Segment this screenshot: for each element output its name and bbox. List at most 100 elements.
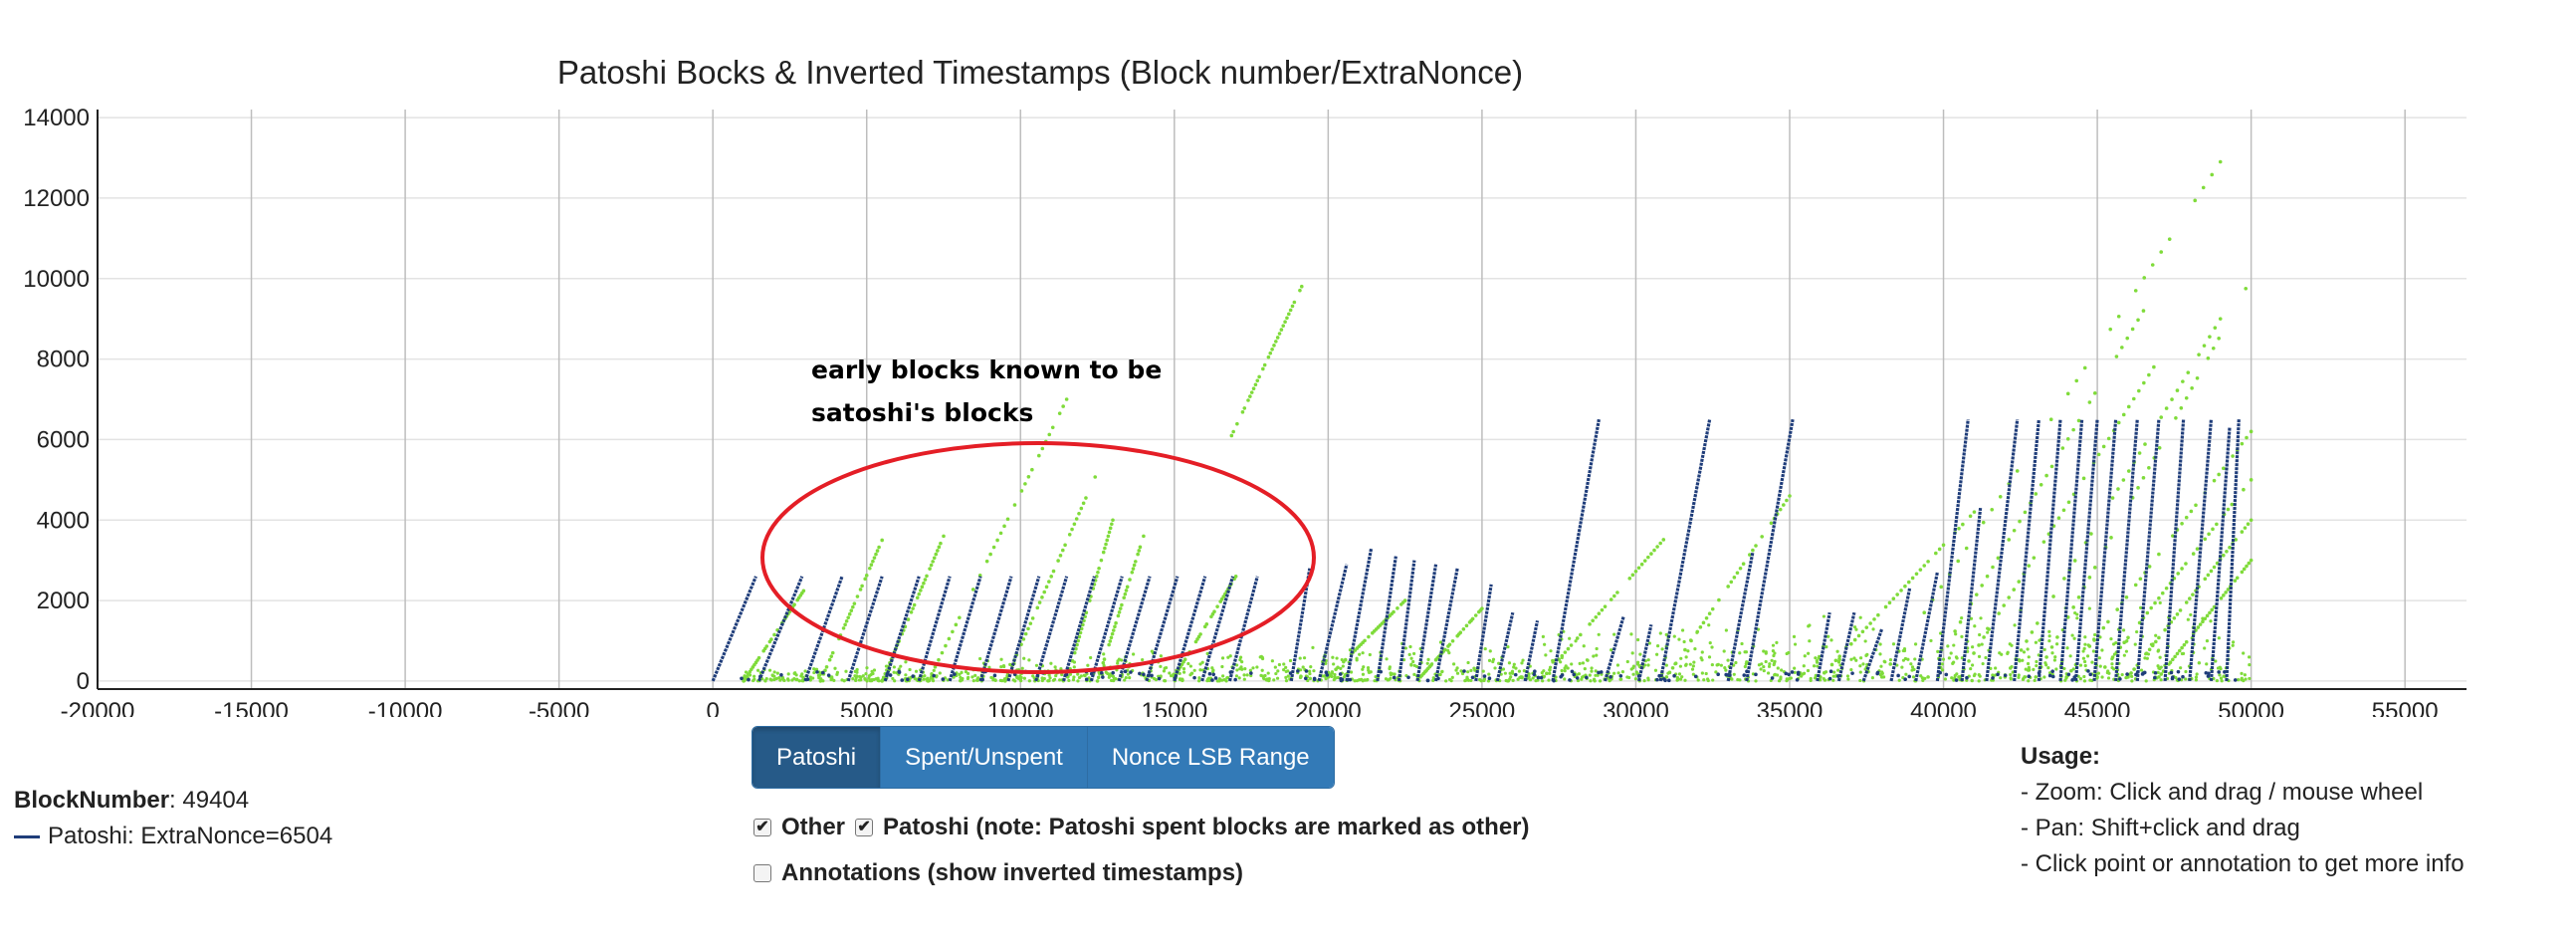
other-point[interactable] [1284, 675, 1288, 679]
patoshi-run[interactable] [1376, 556, 1397, 682]
other-point[interactable] [2051, 594, 2055, 598]
other-point[interactable] [1636, 637, 1640, 642]
patoshi-run[interactable] [1062, 576, 1096, 682]
other-point[interactable] [1655, 643, 1660, 648]
other-point[interactable] [1610, 648, 1613, 652]
other-point[interactable] [1186, 661, 1190, 666]
other-point[interactable] [1192, 668, 1196, 672]
other-point[interactable] [1049, 661, 1053, 665]
patoshi-point[interactable] [1379, 669, 1384, 674]
other-point[interactable] [1560, 668, 1564, 673]
other-point[interactable] [2235, 576, 2240, 581]
other-point[interactable] [1741, 562, 1746, 567]
patoshi-point[interactable] [1312, 676, 1317, 681]
other-point[interactable] [1336, 675, 1340, 680]
other-point[interactable] [1308, 671, 1312, 676]
other-point[interactable] [1692, 660, 1696, 664]
patoshi-point[interactable] [1233, 677, 1237, 682]
other-point[interactable] [812, 667, 816, 671]
patoshi-point[interactable] [1532, 672, 1537, 677]
other-point[interactable] [2149, 605, 2153, 610]
other-point[interactable] [1061, 404, 1065, 408]
other-point[interactable] [1162, 669, 1167, 673]
other-point[interactable] [1079, 674, 1083, 678]
other-point[interactable] [1234, 674, 1239, 678]
other-point[interactable] [2222, 553, 2226, 558]
other-point[interactable] [1545, 671, 1549, 676]
other-point[interactable] [1301, 665, 1305, 669]
other-point[interactable] [959, 675, 963, 680]
patoshi-point[interactable] [1667, 678, 1671, 683]
other-point[interactable] [1109, 678, 1114, 683]
other-point[interactable] [877, 545, 881, 550]
patoshi-point[interactable] [1325, 673, 1330, 677]
other-point[interactable] [1978, 632, 1982, 637]
other-point[interactable] [2180, 521, 2184, 526]
other-point[interactable] [1070, 658, 1075, 663]
other-point[interactable] [855, 594, 860, 598]
other-point[interactable] [2144, 651, 2149, 656]
other-point[interactable] [2142, 380, 2146, 385]
other-point[interactable] [2110, 496, 2115, 500]
other-point[interactable] [1110, 674, 1115, 678]
patoshi-point[interactable] [1796, 670, 1801, 675]
other-point[interactable] [1047, 580, 1051, 584]
other-point[interactable] [915, 595, 920, 600]
patoshi-point[interactable] [1142, 672, 1146, 677]
other-point[interactable] [1864, 653, 1868, 657]
other-point[interactable] [2039, 482, 2043, 487]
other-point[interactable] [1680, 675, 1684, 679]
other-point[interactable] [1336, 665, 1340, 670]
other-point[interactable] [1961, 522, 1965, 527]
other-point[interactable] [1714, 670, 1718, 674]
other-point[interactable] [1517, 669, 1522, 673]
other-point[interactable] [1878, 652, 1882, 656]
patoshi-point[interactable] [885, 672, 890, 676]
other-point[interactable] [2072, 559, 2077, 563]
other-point[interactable] [1128, 578, 1132, 582]
other-point[interactable] [1170, 674, 1174, 678]
other-point[interactable] [1548, 668, 1552, 672]
other-point[interactable] [1679, 677, 1683, 681]
other-point[interactable] [1700, 658, 1704, 662]
other-point[interactable] [1682, 639, 1686, 644]
patoshi-run[interactable] [883, 576, 921, 682]
other-point[interactable] [1926, 675, 1930, 679]
other-point[interactable] [1235, 421, 1239, 426]
other-point[interactable] [1168, 671, 1172, 675]
other-point[interactable] [794, 673, 798, 677]
other-point[interactable] [925, 574, 929, 579]
other-point[interactable] [2243, 673, 2247, 677]
other-point[interactable] [1789, 676, 1793, 680]
other-point[interactable] [1027, 679, 1031, 683]
other-point[interactable] [2126, 635, 2130, 640]
other-point[interactable] [1845, 674, 1850, 678]
other-point[interactable] [2092, 391, 2097, 395]
other-point[interactable] [2033, 678, 2037, 682]
patoshi-run[interactable] [1658, 418, 1712, 682]
patoshi-point[interactable] [1907, 674, 1912, 679]
other-point[interactable] [1330, 671, 1335, 675]
patoshi-point[interactable] [1552, 678, 1556, 683]
other-point[interactable] [858, 674, 862, 679]
other-point[interactable] [2154, 639, 2158, 644]
other-point[interactable] [1732, 672, 1736, 676]
other-point[interactable] [1333, 675, 1337, 679]
other-point[interactable] [1074, 646, 1078, 651]
other-point[interactable] [2198, 622, 2203, 626]
patoshi-run[interactable] [1173, 576, 1207, 682]
other-point[interactable] [1451, 662, 1456, 666]
patoshi-point[interactable] [1655, 677, 1659, 682]
other-point[interactable] [909, 610, 914, 614]
other-point[interactable] [1072, 665, 1076, 669]
other-checkbox[interactable]: ✔ [753, 819, 771, 836]
other-point[interactable] [1049, 575, 1053, 579]
other-point[interactable] [1122, 595, 1127, 600]
other-point[interactable] [1076, 679, 1080, 683]
patoshi-point[interactable] [2003, 673, 2008, 678]
patoshi-point[interactable] [2072, 675, 2077, 679]
other-point[interactable] [2048, 417, 2053, 422]
other-point[interactable] [1447, 642, 1452, 647]
other-point[interactable] [1696, 678, 1700, 682]
other-point[interactable] [947, 636, 952, 641]
